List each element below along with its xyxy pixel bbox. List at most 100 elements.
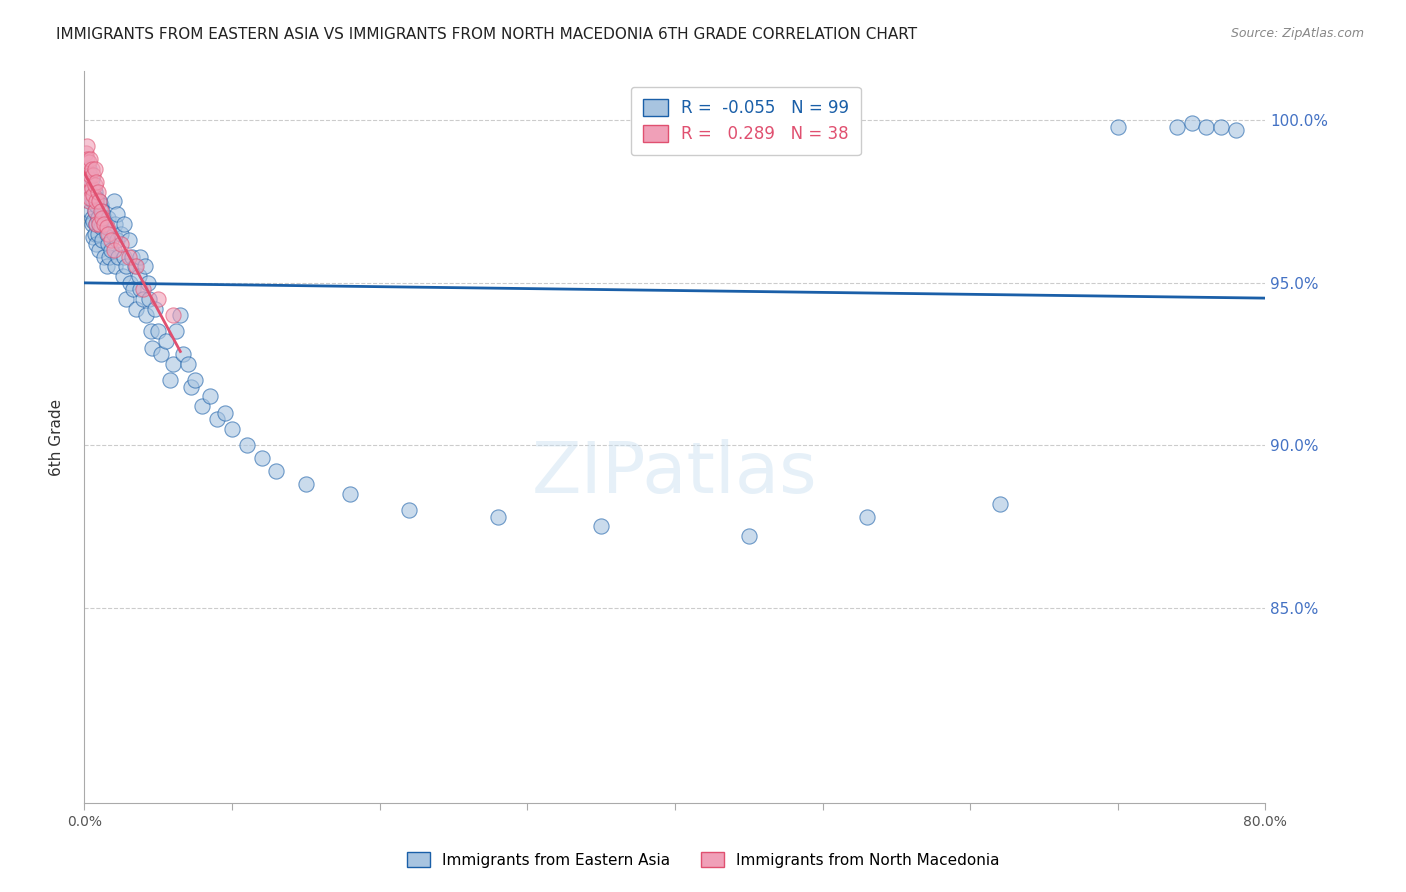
Text: Source: ZipAtlas.com: Source: ZipAtlas.com [1230, 27, 1364, 40]
Point [79, 191, 101, 205]
Point [97, 227, 120, 241]
Point [96, 260, 118, 274]
Point [104, 260, 127, 274]
Point [83, 185, 105, 199]
Point [90, 220, 112, 235]
Point [111, 269, 134, 284]
Point [100, 234, 122, 248]
Point [110, 236, 132, 251]
Point [87, 194, 111, 209]
Point [87, 194, 111, 209]
Point [148, 325, 170, 339]
Point [198, 389, 221, 403]
Point [83, 227, 105, 241]
Point [82, 169, 104, 183]
Point [80, 191, 103, 205]
Point [80, 217, 103, 231]
Point [129, 250, 152, 264]
Point [97, 211, 120, 225]
Point [139, 325, 162, 339]
Point [988, 497, 1011, 511]
Legend: Immigrants from Eastern Asia, Immigrants from North Macedonia: Immigrants from Eastern Asia, Immigrants… [399, 844, 1007, 875]
Point [295, 477, 318, 491]
Point [80, 161, 103, 176]
Point [82, 194, 104, 209]
Point [80, 171, 103, 186]
Point [86, 185, 108, 199]
Point [76, 152, 98, 166]
Point [118, 234, 141, 248]
Point [148, 292, 170, 306]
Point [91, 211, 114, 225]
Point [91, 204, 114, 219]
Point [1166, 120, 1188, 134]
Point [83, 178, 105, 193]
Point [1225, 123, 1247, 137]
Point [77, 194, 100, 209]
Point [77, 171, 100, 186]
Point [77, 185, 100, 199]
Point [122, 282, 145, 296]
Point [107, 250, 129, 264]
Point [76, 178, 98, 193]
Point [84, 197, 107, 211]
Point [82, 214, 104, 228]
Point [132, 292, 155, 306]
Point [132, 282, 155, 296]
Point [103, 243, 125, 257]
Point [162, 308, 184, 322]
Point [738, 529, 761, 543]
Point [339, 487, 361, 501]
Point [86, 227, 108, 241]
Point [138, 292, 160, 306]
Point [856, 509, 879, 524]
Point [84, 175, 107, 189]
Point [103, 194, 125, 209]
Point [165, 325, 187, 339]
Point [105, 234, 128, 248]
Point [214, 406, 236, 420]
Point [80, 211, 103, 225]
Point [159, 373, 181, 387]
Point [141, 341, 163, 355]
Point [486, 509, 509, 524]
Point [83, 204, 105, 219]
Point [177, 357, 200, 371]
Point [129, 282, 152, 296]
Point [1181, 116, 1204, 130]
Point [1195, 120, 1218, 134]
Point [75, 161, 97, 176]
Point [77, 161, 100, 176]
Point [90, 197, 112, 211]
Point [124, 260, 146, 274]
Point [79, 169, 101, 183]
Point [80, 181, 103, 195]
Text: IMMIGRANTS FROM EASTERN ASIA VS IMMIGRANTS FROM NORTH MACEDONIA 6TH GRADE CORREL: IMMIGRANTS FROM EASTERN ASIA VS IMMIGRAN… [56, 27, 917, 42]
Point [114, 260, 136, 274]
Point [98, 250, 121, 264]
Point [105, 207, 128, 221]
Point [84, 236, 107, 251]
Point [136, 276, 159, 290]
Point [1211, 120, 1233, 134]
Point [93, 211, 115, 225]
Point [93, 217, 115, 231]
Point [83, 161, 105, 176]
Point [82, 187, 104, 202]
Legend: R =  -0.055   N = 99, R =   0.289   N = 38: R = -0.055 N = 99, R = 0.289 N = 38 [631, 87, 860, 155]
Point [87, 217, 111, 231]
Point [86, 211, 108, 225]
Point [150, 347, 173, 361]
Point [172, 347, 194, 361]
Text: ZIPatlas: ZIPatlas [531, 439, 818, 508]
Point [100, 243, 122, 257]
Point [79, 185, 101, 199]
Point [398, 503, 420, 517]
Point [90, 204, 112, 219]
Point [104, 217, 127, 231]
Point [84, 217, 107, 231]
Point [79, 204, 101, 219]
Point [191, 399, 214, 413]
Point [128, 269, 150, 284]
Point [169, 308, 191, 322]
